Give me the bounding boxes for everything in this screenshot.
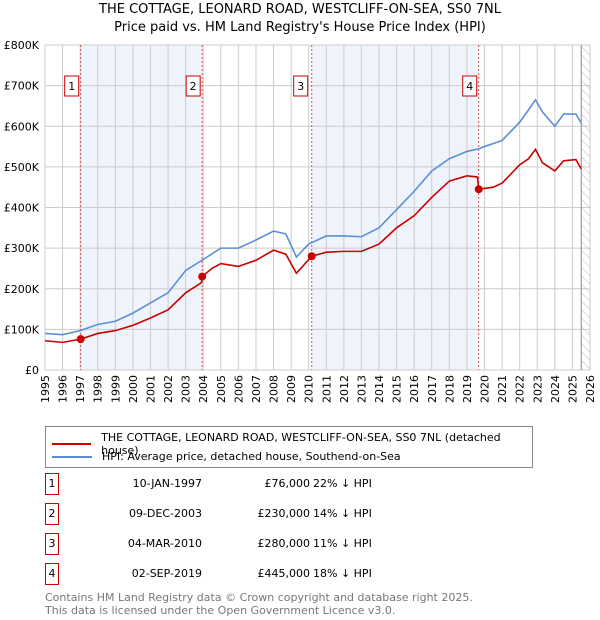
sale-label: 4: [466, 80, 473, 93]
footer: Contains HM Land Registry data © Crown c…: [45, 591, 473, 617]
hpi-line: [44, 98, 582, 336]
sale-hpi-diff: 11% ↓ HPI: [313, 537, 372, 550]
sale-row: 1 10-JAN-1997 £76,000 22% ↓ HPI: [45, 473, 545, 495]
sale-row: 2 09-DEC-2003 £230,000 14% ↓ HPI: [45, 503, 545, 525]
y-tick-label: £700K: [4, 80, 40, 93]
sale-number-badge: 3: [45, 533, 59, 555]
legend-label: THE COTTAGE, LEONARD ROAD, WESTCLIFF-ON-…: [101, 431, 501, 457]
y-tick-label: £800K: [4, 39, 40, 52]
x-tick-label: 2020: [479, 375, 492, 403]
footer-line: Contains HM Land Registry data © Crown c…: [45, 591, 473, 604]
x-tick-label: 2004: [197, 375, 210, 403]
sale-label-box: [185, 75, 201, 97]
x-tick-label: 2012: [338, 375, 351, 403]
y-tick-label: £200K: [4, 283, 40, 296]
sale-label: 3: [297, 80, 304, 93]
sale-date: 02-SEP-2019: [131, 567, 202, 580]
x-tick-label: 2013: [355, 375, 368, 403]
sale-label-box: [293, 75, 309, 97]
x-tick-label: 2018: [443, 375, 456, 403]
x-tick-label: 2022: [514, 375, 527, 403]
x-tick-label: 2011: [320, 375, 333, 403]
sale-hpi-diff: 14% ↓ HPI: [313, 507, 372, 520]
y-tick-label: £0: [25, 364, 39, 377]
x-tick-label: 2000: [127, 375, 140, 403]
x-tick-label: 2026: [584, 375, 597, 403]
sale-label-box: [64, 75, 80, 97]
sale-number-badge: 2: [45, 503, 59, 525]
x-tick-label: 2023: [531, 375, 544, 403]
legend-item-hpi: HPI: Average price, detached house, Sout…: [52, 450, 401, 463]
sale-label-box: [462, 75, 478, 97]
sale-number-badge: 4: [45, 563, 59, 585]
x-tick-label: 2005: [215, 375, 228, 403]
legend-swatch-blue: [52, 455, 92, 458]
x-tick-label: 1998: [92, 375, 105, 403]
x-tick-label: 2001: [144, 375, 157, 403]
x-tick-label: 2009: [285, 375, 298, 403]
sale-date: 10-JAN-1997: [132, 477, 202, 490]
x-tick-label: 2007: [250, 375, 263, 403]
x-tick-label: 2017: [426, 375, 439, 403]
sale-price: £445,000: [257, 567, 311, 580]
x-tick-label: 2024: [549, 375, 562, 403]
sale-price: £230,000: [257, 507, 311, 520]
sale-hpi-diff: 18% ↓ HPI: [313, 567, 372, 580]
sale-price: £76,000: [264, 477, 311, 490]
sale-date: 04-MAR-2010: [127, 537, 202, 550]
sale-point: [474, 185, 483, 194]
y-tick-label: £100K: [4, 323, 40, 336]
x-tick-label: 2014: [373, 375, 386, 403]
sale-point: [307, 252, 316, 261]
x-tick-label: 2010: [303, 375, 316, 403]
y-tick-label: £600K: [4, 120, 40, 133]
chart-title: THE COTTAGE, LEONARD ROAD, WESTCLIFF-ON-…: [99, 2, 501, 17]
x-tick-label: 1996: [57, 375, 70, 403]
x-tick-label: 2015: [391, 375, 404, 403]
legend: THE COTTAGE, LEONARD ROAD, WESTCLIFF-ON-…: [45, 426, 533, 468]
sale-hpi-diff: 22% ↓ HPI: [313, 477, 372, 490]
sale-price: £280,000: [257, 537, 311, 550]
footer-line: This data is licensed under the Open Gov…: [45, 604, 396, 617]
x-tick-label: 2003: [180, 375, 193, 403]
legend-item-property: THE COTTAGE, LEONARD ROAD, WESTCLIFF-ON-…: [52, 431, 532, 457]
forecast-hatch: [581, 45, 590, 370]
x-tick-label: 1995: [39, 375, 52, 403]
x-tick-label: 2008: [268, 375, 281, 403]
sale-date: 09-DEC-2003: [128, 507, 202, 520]
property-price-line: [44, 147, 582, 344]
sale-number-badge: 1: [45, 473, 59, 495]
sale-point: [198, 272, 207, 281]
sale-point: [76, 335, 85, 344]
x-tick-label: 2006: [232, 375, 245, 403]
sale-row: 3 04-MAR-2010 £280,000 11% ↓ HPI: [45, 533, 545, 555]
y-tick-label: £400K: [4, 202, 40, 215]
x-tick-label: 2016: [408, 375, 421, 403]
y-tick-label: £500K: [4, 161, 40, 174]
x-tick-label: 1999: [109, 375, 122, 403]
x-tick-label: 1997: [74, 375, 87, 403]
legend-label: HPI: Average price, detached house, Sout…: [102, 450, 401, 463]
x-tick-label: 2002: [162, 375, 175, 403]
x-tick-label: 2021: [496, 375, 509, 403]
sale-row: 4 02-SEP-2019 £445,000 18% ↓ HPI: [45, 563, 545, 585]
sale-label: 1: [68, 80, 75, 93]
chart-subtitle: Price paid vs. HM Land Registry's House …: [114, 20, 486, 35]
y-tick-label: £300K: [4, 242, 40, 255]
legend-swatch-red: [52, 443, 92, 445]
sale-label: 2: [190, 80, 197, 93]
x-tick-label: 2025: [566, 375, 579, 403]
x-tick-label: 2019: [461, 375, 474, 403]
price-chart: 1995 1996 1997 1998 1999 2000 2001 2002 2003 2004…: [4, 39, 597, 403]
